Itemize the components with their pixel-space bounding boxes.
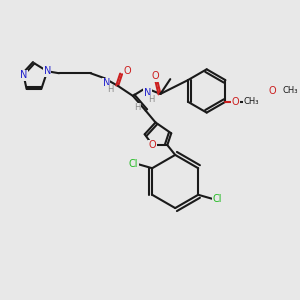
Text: N: N bbox=[20, 70, 27, 80]
Text: H: H bbox=[148, 95, 155, 104]
Text: N: N bbox=[144, 88, 151, 98]
Text: N: N bbox=[103, 78, 110, 88]
Text: CH₃: CH₃ bbox=[243, 97, 259, 106]
Text: CH₃: CH₃ bbox=[283, 86, 298, 95]
Text: Cl: Cl bbox=[129, 159, 138, 169]
Text: Cl: Cl bbox=[212, 194, 222, 204]
Text: O: O bbox=[232, 97, 239, 107]
Text: O: O bbox=[269, 86, 276, 96]
Text: O: O bbox=[149, 140, 156, 150]
Text: H: H bbox=[135, 103, 141, 112]
Text: O: O bbox=[152, 71, 159, 81]
Text: O: O bbox=[123, 66, 131, 76]
Text: H: H bbox=[107, 85, 113, 94]
Text: N: N bbox=[44, 66, 51, 76]
